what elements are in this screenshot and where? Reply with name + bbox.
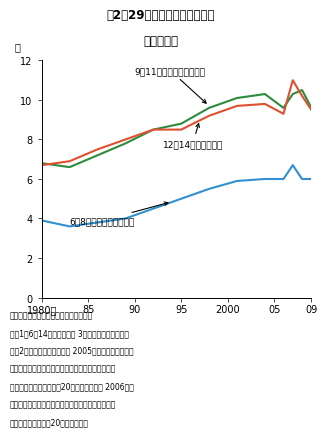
Text: 別に身長別平均体重を求め、その平均体重に: 別に身長別平均体重を求め、その平均体重に [10,364,116,373]
Text: 注：1）6～14歳について、 3歳ごとに平均値を算出: 注：1）6～14歳について、 3歳ごとに平均値を算出 [10,328,129,337]
Text: 資料：文部科学省「学校保健統計調査」: 資料：文部科学省「学校保健統計調査」 [10,311,93,320]
Text: ％: ％ [15,42,21,52]
Text: 割合の推移: 割合の推移 [143,35,178,47]
Text: 6～8歳（小学校低学年）: 6～8歳（小学校低学年） [70,202,168,226]
Text: 対して実測体重が20％以上の場合。 2006年か: 対して実測体重が20％以上の場合。 2006年か [10,381,134,391]
Text: 2）肥満傾向の基準は、 2005年までは性別・年齢: 2）肥満傾向の基準は、 2005年までは性別・年齢 [10,346,133,355]
Text: 図2－29　肥満傾向の子どもの: 図2－29 肥満傾向の子どもの [106,9,215,22]
Text: 12～14歳（中学校）: 12～14歳（中学校） [163,124,223,148]
Text: 9～11歳（小学校高学年）: 9～11歳（小学校高学年） [135,67,206,104]
Text: て実測体重が20％以上の場合: て実測体重が20％以上の場合 [10,417,89,426]
Text: らは性別・年齢別・身長別の標準体重に対し: らは性別・年齢別・身長別の標準体重に対し [10,399,116,408]
